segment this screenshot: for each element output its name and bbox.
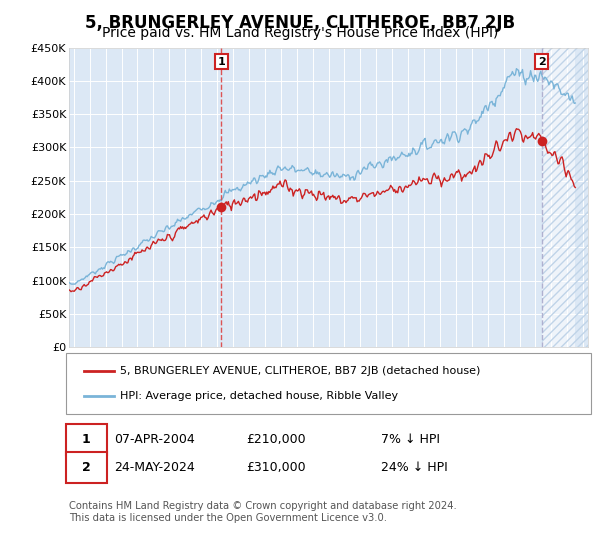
- Text: 5, BRUNGERLEY AVENUE, CLITHEROE, BB7 2JB: 5, BRUNGERLEY AVENUE, CLITHEROE, BB7 2JB: [85, 14, 515, 32]
- Text: 07-APR-2004: 07-APR-2004: [114, 433, 195, 446]
- Text: Contains HM Land Registry data © Crown copyright and database right 2024.
This d: Contains HM Land Registry data © Crown c…: [69, 501, 457, 523]
- Text: 2: 2: [82, 461, 91, 474]
- Text: £210,000: £210,000: [246, 433, 305, 446]
- Text: 24% ↓ HPI: 24% ↓ HPI: [381, 461, 448, 474]
- Text: 5, BRUNGERLEY AVENUE, CLITHEROE, BB7 2JB (detached house): 5, BRUNGERLEY AVENUE, CLITHEROE, BB7 2JB…: [120, 366, 481, 376]
- Text: HPI: Average price, detached house, Ribble Valley: HPI: Average price, detached house, Ribb…: [120, 391, 398, 401]
- Bar: [542, 48, 588, 347]
- Text: £310,000: £310,000: [246, 461, 305, 474]
- Text: 2: 2: [538, 57, 545, 67]
- Text: 1: 1: [82, 433, 91, 446]
- Text: Price paid vs. HM Land Registry's House Price Index (HPI): Price paid vs. HM Land Registry's House …: [102, 26, 498, 40]
- Text: 7% ↓ HPI: 7% ↓ HPI: [381, 433, 440, 446]
- Text: 24-MAY-2024: 24-MAY-2024: [114, 461, 195, 474]
- Text: 1: 1: [217, 57, 225, 67]
